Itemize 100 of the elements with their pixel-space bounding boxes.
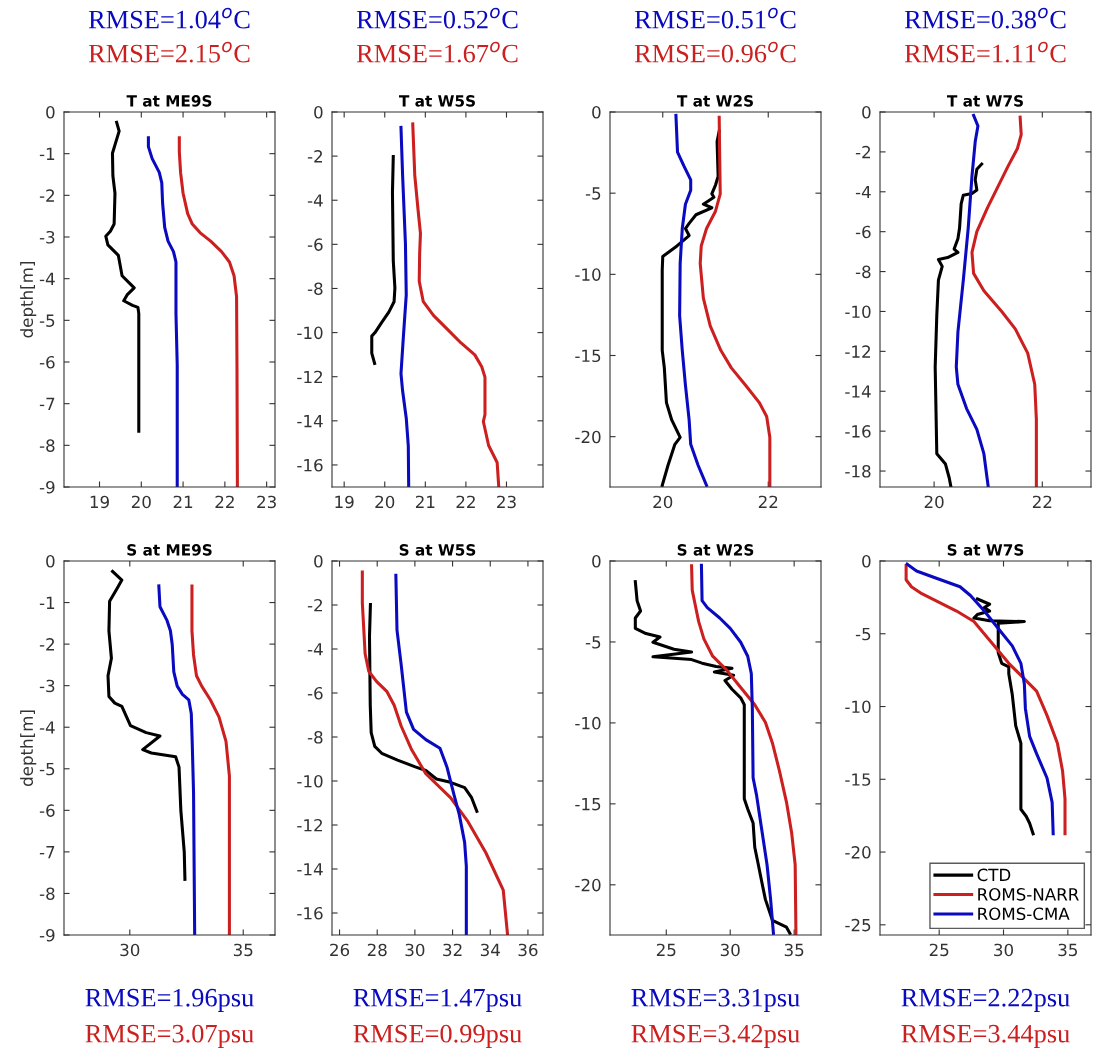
- y-tick-label: -2: [39, 189, 54, 202]
- line-series: [970, 115, 1038, 487]
- line-series: [660, 129, 721, 487]
- y-tick-label: -5: [585, 636, 601, 649]
- chart-title: S at W5S: [399, 544, 476, 556]
- line-series: [411, 122, 501, 487]
- legend-label: ROMS-NARR: [978, 888, 1079, 901]
- x-tick-label: 20: [924, 495, 944, 509]
- x-tick-label: 20: [375, 495, 395, 509]
- y-tick-label: -16: [845, 425, 871, 438]
- y-tick-label: -7: [39, 397, 55, 410]
- chart-title: T at W7S: [947, 95, 1023, 107]
- y-tick-label: -6: [855, 225, 871, 239]
- y-tick-label: -10: [297, 774, 323, 788]
- y-tick-label: -8: [39, 887, 55, 901]
- y-tick-label: -5: [855, 627, 871, 641]
- x-tick-label: 21: [173, 495, 193, 508]
- y-tick-label: -4: [307, 643, 323, 656]
- y-tick-label: 0: [862, 554, 871, 568]
- line-series: [690, 564, 798, 935]
- y-tick-label: -14: [297, 863, 323, 876]
- y-tick-label: -16: [297, 458, 323, 472]
- line-series: [954, 113, 990, 487]
- x-tick-label: 22: [1032, 495, 1052, 508]
- y-tick-label: -8: [855, 265, 871, 279]
- x-tick-label: 30: [994, 943, 1014, 957]
- x-tick-label: 19: [335, 495, 354, 509]
- y-tick-label: -7: [39, 846, 55, 859]
- legend-label: ROMS-CMA: [978, 907, 1070, 921]
- line-series: [674, 113, 709, 487]
- y-tick-label: -4: [307, 194, 323, 207]
- y-tick-label: -2: [39, 638, 54, 651]
- y-tick-label: -1: [39, 147, 55, 160]
- y-tick-label: -12: [297, 818, 322, 832]
- y-tick-label: -16: [297, 906, 323, 920]
- line-series: [633, 580, 792, 935]
- x-tick-label: 20: [653, 495, 673, 509]
- y-tick-label: -12: [297, 370, 322, 384]
- x-tick-label: 32: [443, 943, 462, 957]
- text: RMSE=1.67$^{o}$C: [356, 41, 518, 63]
- line-series: [146, 136, 179, 487]
- y-tick-label: -15: [845, 773, 871, 786]
- y-tick-label: 0: [46, 105, 55, 119]
- text: RMSE=1.04$^{o}$C: [88, 7, 250, 29]
- x-tick-label: 30: [120, 943, 140, 957]
- line-series: [394, 573, 468, 935]
- y-tick-label: -2: [307, 598, 322, 612]
- line-series: [972, 597, 1035, 836]
- line-series: [370, 155, 397, 365]
- y-tick-label: -4: [39, 721, 55, 734]
- y-tick-label: -2: [307, 150, 322, 163]
- y-tick-label: -3: [39, 230, 55, 244]
- text: RMSE=2.15$^{o}$C: [88, 41, 250, 63]
- y-tick-label: 0: [862, 105, 871, 119]
- y-tick-label: -5: [39, 762, 55, 776]
- y-tick-label: -15: [575, 349, 601, 363]
- x-tick-label: 30: [720, 943, 740, 957]
- y-tick-label: -6: [39, 804, 55, 817]
- y-tick-label: -10: [845, 700, 871, 714]
- text: RMSE=0.52$^{o}$C: [356, 7, 518, 29]
- y-tick-label: -9: [39, 480, 55, 494]
- y-tick-label: 0: [592, 554, 601, 568]
- line-series: [177, 136, 239, 487]
- y-tick-label: -10: [845, 305, 871, 319]
- y-tick-label: -6: [39, 355, 55, 369]
- chart-title: T at W5S: [399, 95, 475, 107]
- y-tick-label: -3: [39, 679, 55, 693]
- y-tick-label: -1: [39, 596, 55, 609]
- y-tick-label: -10: [297, 326, 323, 340]
- chart-title: S at W2S: [677, 544, 754, 556]
- y-tick-label: -9: [39, 928, 55, 942]
- x-tick-label: 22: [456, 495, 475, 508]
- chart-title: S at W7S: [947, 544, 1024, 556]
- y-tick-label: -25: [845, 918, 871, 932]
- y-tick-label: 0: [314, 105, 323, 119]
- line-series: [367, 603, 479, 813]
- x-tick-label: 34: [480, 943, 500, 957]
- line-series: [190, 584, 231, 935]
- line-series: [104, 120, 141, 433]
- line-series: [399, 125, 411, 487]
- y-tick-label: -8: [307, 282, 323, 296]
- y-tick-label: -20: [575, 878, 601, 892]
- y-axis-title: depth[m]: [20, 262, 37, 338]
- text: RMSE=0.51$^{o}$C: [634, 7, 796, 29]
- y-tick-label: -5: [39, 314, 55, 327]
- y-tick-label: -20: [575, 430, 601, 444]
- y-tick-label: -6: [307, 686, 323, 700]
- y-tick-label: -6: [307, 238, 323, 251]
- y-tick-label: 0: [314, 554, 323, 568]
- x-tick-label: 35: [233, 943, 253, 957]
- x-tick-label: 28: [367, 943, 387, 957]
- x-tick-label: 19: [90, 495, 109, 509]
- x-tick-label: 22: [758, 495, 778, 508]
- y-axis-title: depth[m]: [20, 710, 37, 786]
- x-tick-label: 20: [131, 495, 151, 509]
- y-tick-label: -10: [575, 716, 601, 730]
- x-tick-label: 26: [330, 943, 350, 957]
- x-tick-label: 25: [656, 943, 676, 957]
- x-tick-label: 23: [497, 495, 516, 509]
- y-tick-label: -2: [855, 145, 870, 159]
